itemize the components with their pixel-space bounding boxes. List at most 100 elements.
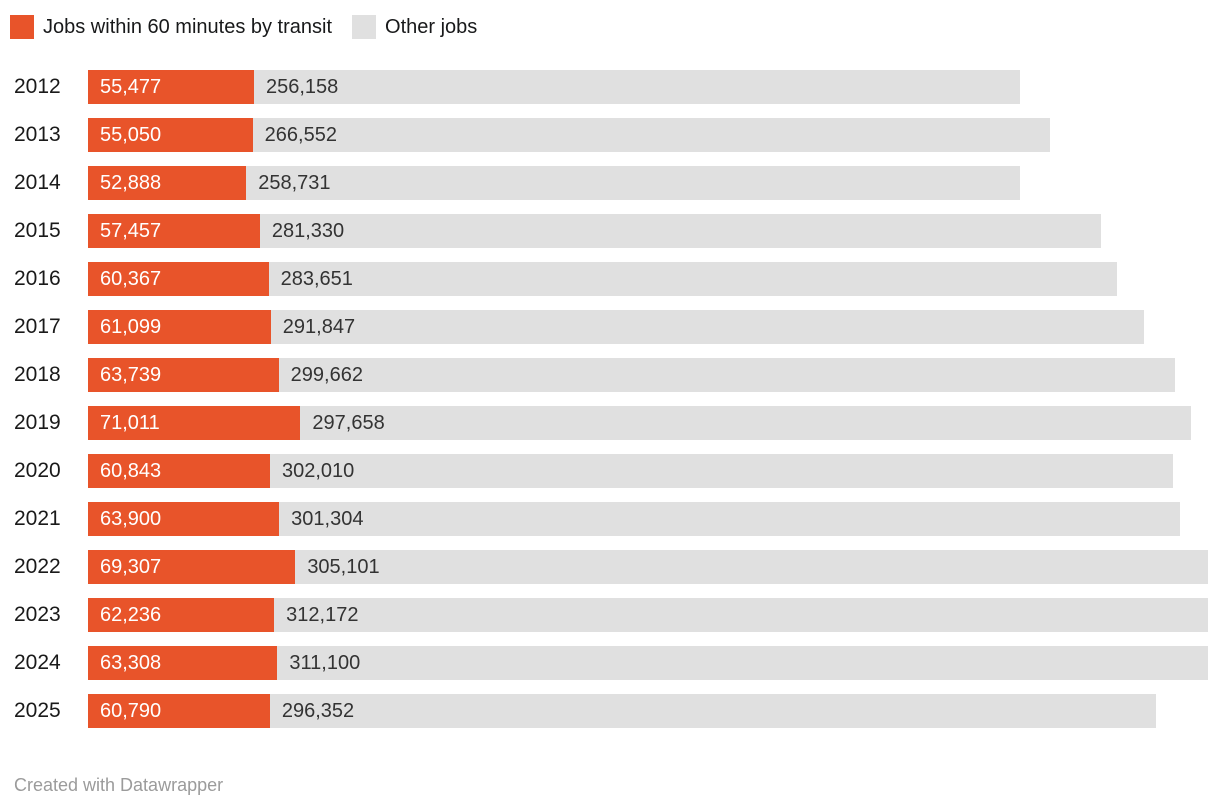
other-legend-swatch-icon — [352, 15, 377, 39]
bar-track: 55,050 266,552 — [88, 118, 1208, 152]
chart-row: 2016 60,367 283,651 — [0, 262, 1220, 296]
chart-row: 2025 60,790 296,352 — [0, 694, 1220, 728]
other-value-label: 291,847 — [282, 316, 356, 338]
transit-value-label: 63,739 — [100, 364, 162, 386]
bar-track: 69,307 305,101 — [88, 550, 1208, 584]
other-bar-segment: 311,100 — [277, 646, 1208, 680]
year-label: 2023 — [14, 603, 61, 626]
transit-bar-segment: 63,900 — [88, 502, 280, 536]
other-value-label: 299,662 — [290, 364, 363, 386]
transit-value-label: 71,011 — [100, 412, 160, 434]
bar-track: 60,843 302,010 — [88, 454, 1208, 488]
year-label: 2018 — [14, 363, 61, 386]
year-label: 2017 — [14, 315, 61, 338]
transit-value-label: 63,308 — [100, 652, 162, 674]
year-label: 2012 — [14, 75, 61, 98]
chart-row: 2012 55,477 256,158 — [0, 70, 1220, 104]
transit-bar-segment: 60,843 — [88, 454, 270, 488]
other-value-label: 305,101 — [307, 556, 380, 578]
year-label: 2016 — [14, 267, 61, 290]
transit-bar-segment: 52,888 — [88, 166, 247, 200]
bar-track: 71,011 297,658 — [88, 406, 1208, 440]
chart-row: 2020 60,843 302,010 — [0, 454, 1220, 488]
bar-track: 57,457 281,330 — [88, 214, 1208, 248]
year-label: 2014 — [14, 171, 61, 194]
legend: Jobs within 60 minutes by transit Other … — [0, 0, 1220, 39]
transit-bar-segment: 60,790 — [88, 694, 270, 728]
transit-value-label: 57,457 — [100, 220, 162, 242]
chart-row: 2018 63,739 299,662 — [0, 358, 1220, 392]
other-bar-segment: 301,304 — [279, 502, 1181, 536]
other-value-label: 283,651 — [280, 268, 353, 290]
bar-track: 63,308 311,100 — [88, 646, 1208, 680]
transit-bar-segment: 61,099 — [88, 310, 271, 344]
transit-value-label: 60,367 — [100, 268, 162, 290]
year-label: 2024 — [14, 651, 61, 674]
year-label: 2015 — [14, 219, 61, 242]
bar-track: 60,790 296,352 — [88, 694, 1208, 728]
chart-row: 2015 57,457 281,330 — [0, 214, 1220, 248]
transit-bar-segment: 63,308 — [88, 646, 278, 680]
transit-bar-segment: 71,011 — [88, 406, 301, 440]
other-value-label: 266,552 — [264, 124, 337, 146]
chart-row: 2022 69,307 305,101 — [0, 550, 1220, 584]
legend-item-other: Other jobs — [352, 15, 477, 39]
other-bar-segment: 266,552 — [252, 118, 1051, 152]
transit-value-label: 55,477 — [100, 76, 162, 98]
bar-track: 63,739 299,662 — [88, 358, 1208, 392]
bar-track: 52,888 258,731 — [88, 166, 1208, 200]
year-label: 2022 — [14, 555, 61, 578]
other-bar-segment: 296,352 — [269, 694, 1157, 728]
datawrapper-credit: Created with Datawrapper — [14, 775, 224, 795]
other-bar-segment: 305,101 — [295, 550, 1208, 584]
year-label: 2020 — [14, 459, 61, 482]
chart-row: 2023 62,236 312,172 — [0, 598, 1220, 632]
year-label: 2021 — [14, 507, 61, 530]
transit-value-label: 62,236 — [100, 604, 162, 626]
other-value-label: 297,658 — [312, 412, 385, 434]
other-value-label: 296,352 — [281, 700, 355, 722]
transit-value-label: 61,099 — [100, 316, 162, 338]
bar-track: 62,236 312,172 — [88, 598, 1208, 632]
bar-track: 60,367 283,651 — [88, 262, 1208, 296]
other-value-label: 312,172 — [286, 604, 359, 626]
other-bar-segment: 258,731 — [246, 166, 1021, 200]
bar-track: 61,099 291,847 — [88, 310, 1208, 344]
year-label: 2025 — [14, 699, 61, 722]
other-bar-segment: 283,651 — [268, 262, 1118, 296]
transit-bar-segment: 57,457 — [88, 214, 260, 248]
other-bar-segment: 299,662 — [278, 358, 1176, 392]
chart-row: 2017 61,099 291,847 — [0, 310, 1220, 344]
chart-row: 2013 55,050 266,552 — [0, 118, 1220, 152]
transit-bar-segment: 63,739 — [88, 358, 279, 392]
transit-bar-segment: 69,307 — [88, 550, 296, 584]
transit-value-label: 60,843 — [100, 460, 162, 482]
chart-row: 2019 71,011 297,658 — [0, 406, 1220, 440]
chart-row: 2024 63,308 311,100 — [0, 646, 1220, 680]
transit-value-label: 69,307 — [100, 556, 162, 578]
other-legend-label: Other jobs — [385, 15, 478, 38]
other-value-label: 311,100 — [289, 652, 361, 674]
transit-legend-label: Jobs within 60 minutes by transit — [43, 15, 333, 38]
transit-bar-segment: 55,477 — [88, 70, 254, 104]
other-bar-segment: 312,172 — [274, 598, 1208, 632]
transit-value-label: 63,900 — [100, 508, 162, 530]
other-bar-segment: 256,158 — [253, 70, 1021, 104]
transit-value-label: 55,050 — [100, 124, 162, 146]
other-bar-segment: 291,847 — [270, 310, 1144, 344]
other-bar-segment: 302,010 — [270, 454, 1174, 488]
transit-bar-segment: 62,236 — [88, 598, 275, 632]
year-label: 2019 — [14, 411, 61, 434]
other-value-label: 302,010 — [282, 460, 355, 482]
other-value-label: 256,158 — [265, 76, 339, 98]
chart-row: 2021 63,900 301,304 — [0, 502, 1220, 536]
bar-track: 55,477 256,158 — [88, 70, 1208, 104]
transit-value-label: 60,790 — [100, 700, 162, 722]
year-label: 2013 — [14, 123, 61, 146]
bar-track: 63,900 301,304 — [88, 502, 1208, 536]
transit-bar-segment: 55,050 — [88, 118, 253, 152]
other-value-label: 281,330 — [271, 220, 345, 242]
legend-item-transit: Jobs within 60 minutes by transit — [10, 15, 332, 39]
other-bar-segment: 281,330 — [259, 214, 1102, 248]
other-value-label: 301,304 — [291, 508, 364, 530]
